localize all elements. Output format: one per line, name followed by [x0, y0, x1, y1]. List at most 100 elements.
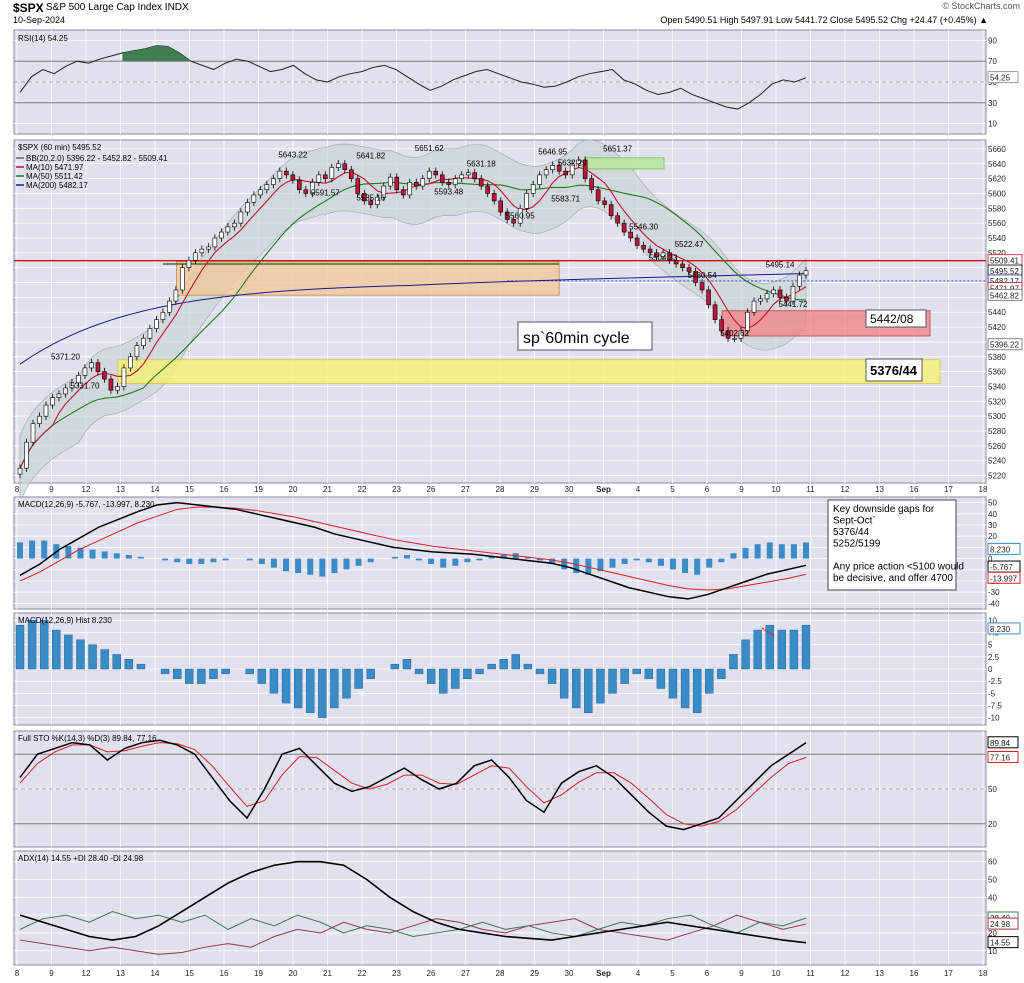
candle-body: [647, 248, 653, 254]
hist-bar: [439, 668, 448, 694]
macd-histogram-bar: [283, 558, 290, 572]
macd-histogram-bar: [222, 558, 229, 561]
adx-right-label: 24.98: [990, 920, 1011, 929]
candle-body: [264, 184, 270, 191]
ma10-line: [19, 166, 807, 469]
macd-histogram-bar: [198, 558, 205, 564]
x-axis-label-top: 28: [496, 485, 505, 494]
x-axis-label-top: 12: [841, 485, 850, 494]
hist-bar: [269, 668, 279, 694]
candle-body: [251, 194, 257, 203]
x-axis-label-bottom: 12: [82, 969, 91, 978]
macd-histogram-bar: [270, 558, 277, 568]
candle-body: [394, 176, 400, 191]
price-right-label: 5482.17: [990, 277, 1019, 286]
candle-body: [387, 176, 393, 187]
hist-bar: [584, 668, 593, 714]
price-tick: 5300: [988, 412, 1006, 421]
x-axis-label-bottom: 30: [565, 969, 574, 978]
x-axis-label-bottom: 11: [806, 969, 815, 978]
macd-histogram-bar: [488, 556, 495, 559]
macd-histogram-bar: [790, 544, 797, 559]
price-tick: 5580: [988, 204, 1006, 213]
candle-body: [76, 375, 81, 384]
macd-histogram-bar: [137, 556, 144, 559]
candle-body: [712, 304, 718, 320]
candle-body: [50, 397, 55, 406]
candle-body: [589, 178, 594, 191]
hist-bar: [692, 668, 702, 714]
price-annotation: 5480.54: [688, 271, 717, 280]
candle-body: [517, 208, 523, 224]
x-axis-label-bottom: 18: [979, 969, 988, 978]
price-tick: 5320: [988, 397, 1006, 406]
candle-body: [660, 252, 666, 257]
price-tick: 5360: [988, 368, 1006, 377]
hist-bar: [39, 620, 49, 670]
candle-body: [472, 172, 478, 179]
hist-tick: -2.5: [988, 677, 1002, 686]
price-pane: 5220524052605280530053205340536053805400…: [13, 139, 1023, 502]
candle-body: [771, 289, 776, 294]
sto-k-line: [19, 739, 807, 831]
macd-histogram-bar: [174, 558, 181, 563]
hist-bar: [487, 663, 496, 670]
candle-body: [297, 179, 302, 191]
candle-body: [186, 259, 192, 268]
candle-body: [24, 441, 29, 469]
candle-body: [160, 311, 166, 320]
hist-bar: [342, 668, 351, 699]
candle-body: [439, 174, 445, 183]
macd-histogram-bar: [367, 558, 374, 563]
macd-signal-line: [19, 506, 807, 591]
candle-body: [498, 200, 503, 213]
macd-histogram-bar: [669, 558, 676, 570]
candle-body: [745, 311, 750, 332]
hist-bar: [729, 654, 738, 670]
x-axis-label-top: 19: [254, 485, 263, 494]
note-line: Sept-Oct`: [833, 515, 876, 527]
hist-bar: [52, 629, 61, 670]
candle-body: [30, 423, 36, 443]
candle-body: [673, 259, 679, 265]
macd-tick: -40: [988, 599, 1000, 608]
hist-bar: [680, 668, 690, 709]
macd-histogram-bar: [549, 558, 556, 564]
rsi-tick: 10: [988, 120, 997, 129]
hist-bar: [197, 668, 206, 684]
hist-legend: MACD(12,26,9) Hist 8.230: [18, 616, 112, 625]
price-annotation: 5632.29: [558, 158, 587, 167]
x-axis-label-bottom: 8: [15, 969, 20, 978]
candle-body: [323, 174, 328, 179]
x-axis-label-top: 23: [392, 485, 401, 494]
x-axis-label-top: 20: [289, 485, 298, 494]
macd-histogram-bar: [754, 544, 761, 559]
candle-body: [284, 170, 289, 176]
hist-right-box: [987, 622, 1021, 635]
macd-histogram-bar: [633, 558, 640, 561]
hist-bar: [523, 663, 533, 670]
candle-body: [615, 215, 620, 224]
hist-bar: [644, 668, 653, 679]
candle-body: [595, 189, 601, 202]
x-axis-label-top: 14: [151, 485, 160, 494]
candle-body: [193, 252, 198, 261]
hist-bar: [572, 668, 581, 709]
candle-body: [426, 170, 432, 179]
candle-body: [329, 167, 335, 179]
hist-bar: [354, 668, 363, 689]
x-axis-label-top: 16: [910, 485, 919, 494]
candle-body: [56, 393, 62, 398]
price-annotation: 5583.71: [551, 195, 580, 204]
candle-body: [199, 248, 205, 254]
macd-histogram-bar: [803, 542, 809, 559]
candle-body: [777, 289, 783, 298]
hist-bar: [511, 654, 520, 670]
candle-body: [641, 245, 646, 250]
sto-right-box: [987, 736, 1019, 749]
ma50-line: [19, 181, 807, 469]
macd-histogram-bar: [440, 558, 447, 568]
hist-bar: [100, 649, 109, 670]
rsi-tick: 70: [988, 57, 997, 66]
x-axis-label-top: 4: [636, 485, 641, 494]
